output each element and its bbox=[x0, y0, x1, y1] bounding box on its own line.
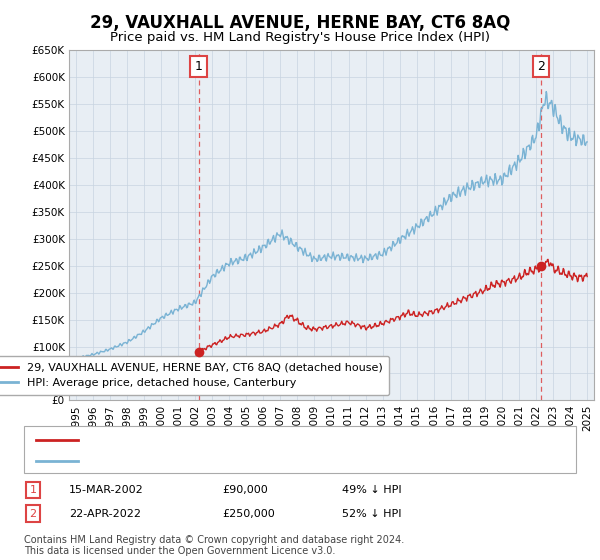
Text: 22-APR-2022: 22-APR-2022 bbox=[69, 508, 141, 519]
Text: £90,000: £90,000 bbox=[222, 485, 268, 495]
Text: 49% ↓ HPI: 49% ↓ HPI bbox=[342, 485, 401, 495]
Text: Contains HM Land Registry data © Crown copyright and database right 2024.
This d: Contains HM Land Registry data © Crown c… bbox=[24, 535, 404, 557]
Text: 2: 2 bbox=[29, 508, 37, 519]
Text: 52% ↓ HPI: 52% ↓ HPI bbox=[342, 508, 401, 519]
Text: £250,000: £250,000 bbox=[222, 508, 275, 519]
Text: 15-MAR-2002: 15-MAR-2002 bbox=[69, 485, 144, 495]
Text: 1: 1 bbox=[29, 485, 37, 495]
Text: Price paid vs. HM Land Registry's House Price Index (HPI): Price paid vs. HM Land Registry's House … bbox=[110, 31, 490, 44]
Text: 29, VAUXHALL AVENUE, HERNE BAY, CT6 8AQ: 29, VAUXHALL AVENUE, HERNE BAY, CT6 8AQ bbox=[90, 14, 510, 32]
Legend: 29, VAUXHALL AVENUE, HERNE BAY, CT6 8AQ (detached house), HPI: Average price, de: 29, VAUXHALL AVENUE, HERNE BAY, CT6 8AQ … bbox=[0, 356, 389, 395]
Text: 29, VAUXHALL AVENUE, HERNE BAY, CT6 8AQ (detached house): 29, VAUXHALL AVENUE, HERNE BAY, CT6 8AQ … bbox=[87, 435, 443, 445]
Text: 2: 2 bbox=[537, 60, 545, 73]
Text: HPI: Average price, detached house, Canterbury: HPI: Average price, detached house, Cant… bbox=[87, 456, 356, 466]
Text: 1: 1 bbox=[195, 60, 203, 73]
